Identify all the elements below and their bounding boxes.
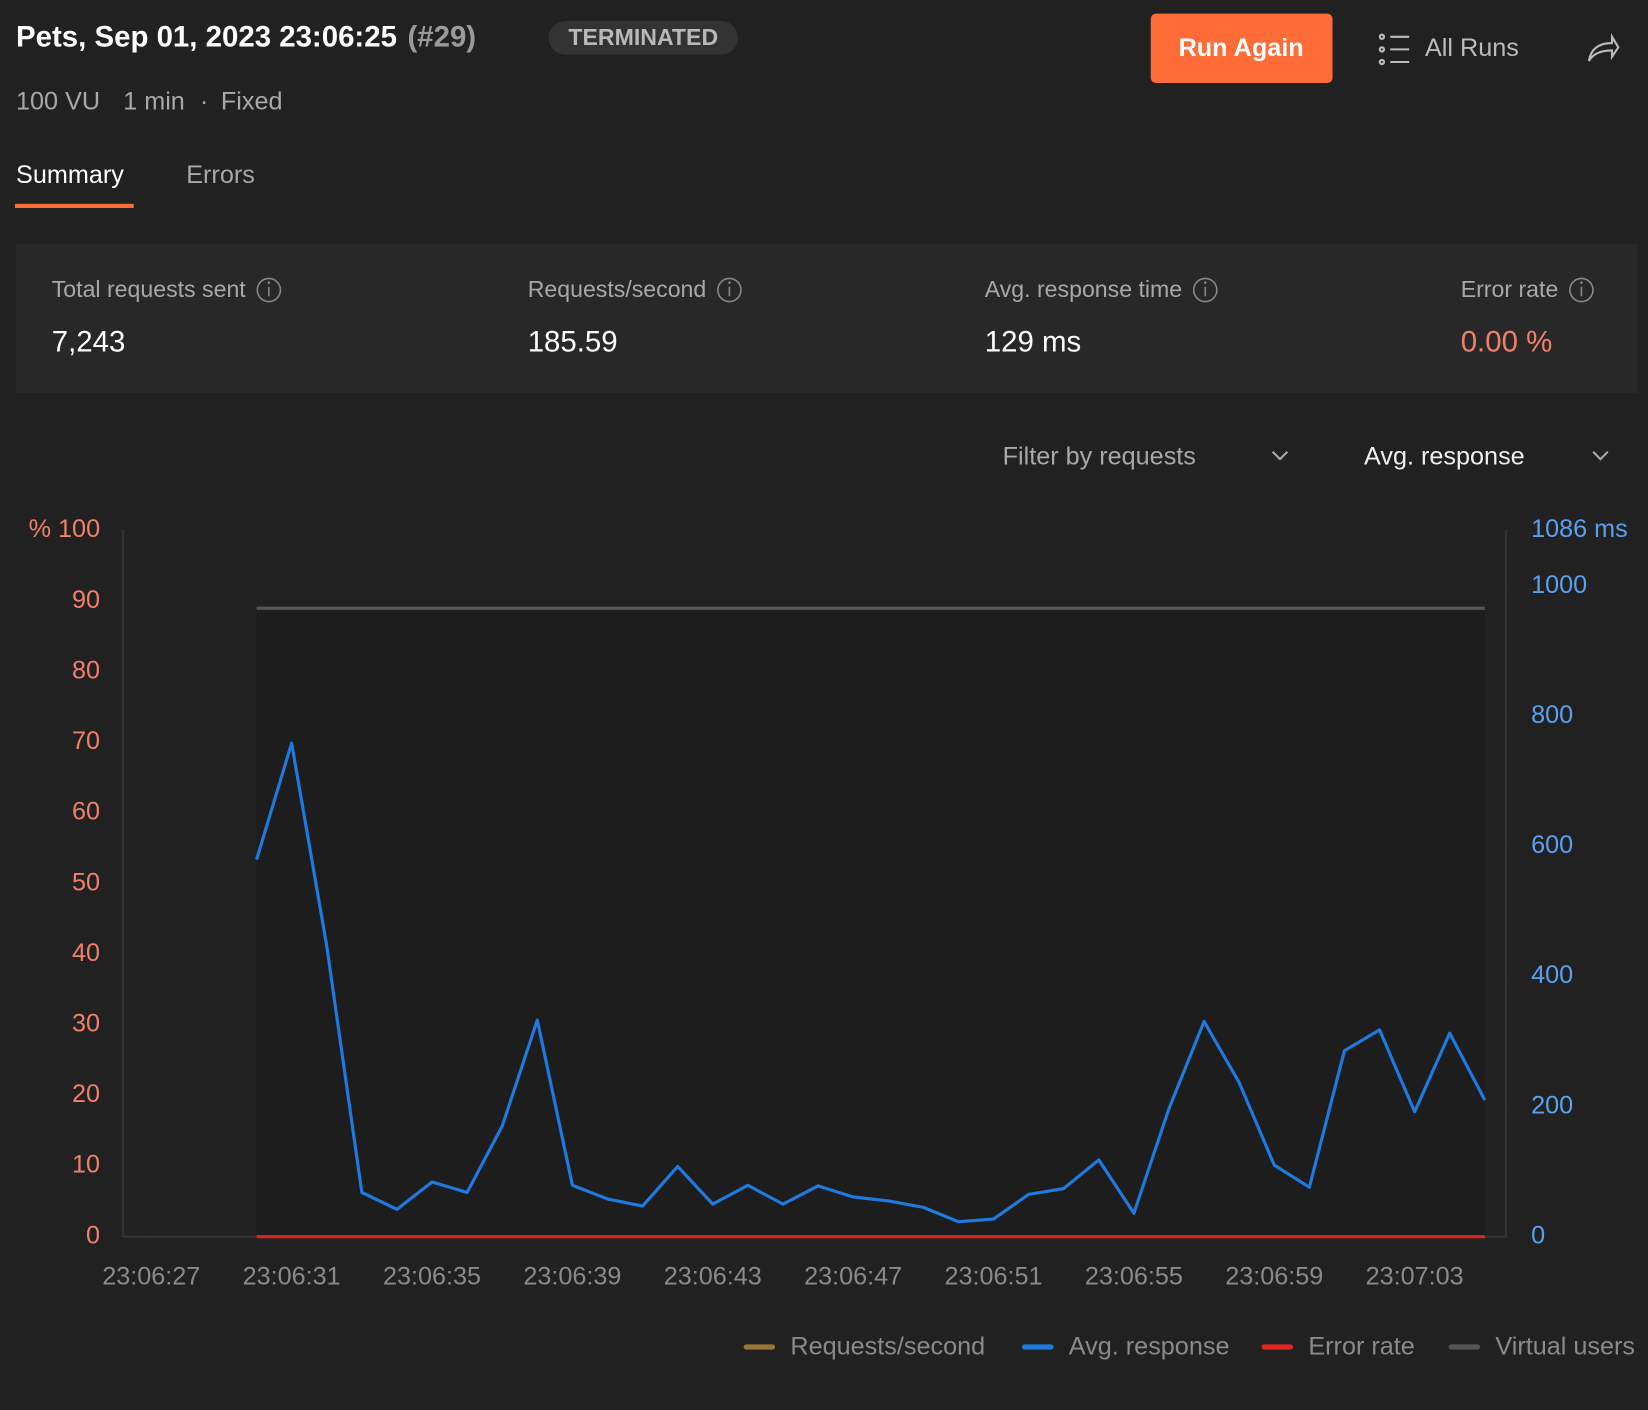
chevron[interactable]: [1592, 451, 1609, 461]
stat-label: Avg. response time: [985, 276, 1182, 302]
info-icon: [728, 281, 731, 284]
info-icon: [1203, 281, 1207, 284]
legend-label: Error rate: [1308, 1333, 1414, 1361]
series-line: [255, 741, 1487, 1224]
x-tick-label: 23:06:47: [804, 1262, 902, 1290]
info-icon: [1569, 277, 1594, 303]
y2-tick-label: 0: [1531, 1221, 1545, 1249]
legend-label: Requests/second: [790, 1333, 985, 1361]
x-tick-label: 23:06:59: [1225, 1262, 1323, 1290]
tab-errors[interactable]: Errors: [186, 161, 255, 189]
stat-label: Total requests sent: [52, 276, 247, 302]
info-icon: [267, 281, 271, 284]
legend-label: Avg. response: [1069, 1333, 1230, 1361]
stat-value: 129 ms: [985, 325, 1081, 358]
y-tick-label: 0: [86, 1221, 100, 1249]
meta-duration: 1 min: [123, 88, 185, 116]
x-tick-label: 23:06:27: [102, 1262, 200, 1290]
list-icon[interactable]: [1378, 33, 1410, 66]
stat-value: 185.59: [528, 325, 618, 358]
y-tick-label: 60: [72, 798, 100, 826]
stat-label: Requests/second: [528, 276, 707, 302]
filter-requests[interactable]: Filter by requests: [1003, 443, 1196, 471]
y-tick-label: 80: [72, 656, 100, 684]
legend-label: Virtual users: [1495, 1333, 1635, 1361]
info-icon: [1192, 277, 1218, 303]
x-tick-label: 23:06:55: [1085, 1262, 1183, 1290]
run-again-button[interactable]: [1150, 13, 1333, 84]
run-again-label[interactable]: Run Again: [1179, 34, 1304, 62]
stat-label: Error rate: [1461, 276, 1559, 302]
y-tick-label: 30: [72, 1009, 100, 1037]
stat-value: 7,243: [52, 325, 126, 358]
y2-tick-label: 1000: [1531, 571, 1587, 599]
filter-metric[interactable]: Avg. response: [1364, 443, 1525, 471]
x-tick-label: 23:06:39: [523, 1262, 621, 1290]
status-badge: [548, 21, 738, 55]
y2-tick-label: 1086 ms: [1531, 515, 1628, 543]
meta-mode: Fixed: [221, 88, 283, 116]
x-tick-label: 23:06:51: [944, 1262, 1042, 1290]
y-tick-label: % 100: [29, 515, 100, 543]
chevron[interactable]: [1271, 451, 1289, 461]
info-icon: [256, 277, 282, 303]
share-icon[interactable]: [1587, 32, 1620, 62]
meta-separator: ·: [200, 88, 208, 116]
info-icon: [1580, 281, 1583, 284]
y2-tick-label: 400: [1531, 961, 1573, 989]
y2-tick-label: 600: [1531, 831, 1573, 859]
y-tick-label: 70: [72, 727, 100, 755]
x-tick-label: 23:06:43: [664, 1262, 762, 1290]
tab-underline: [14, 203, 134, 209]
y2-tick-label: 800: [1531, 701, 1573, 729]
tab-summary[interactable]: Summary: [16, 161, 124, 189]
meta-vu: 100 VU: [16, 88, 100, 116]
y-tick-label: 40: [72, 939, 100, 967]
x-tick-label: 23:07:03: [1366, 1262, 1464, 1290]
area: [256, 608, 1485, 1237]
y-tick-label: 50: [72, 868, 100, 896]
x-tick-label: 23:06:35: [383, 1262, 481, 1290]
all-runs[interactable]: All Runs: [1425, 34, 1519, 62]
y-tick-label: 10: [72, 1151, 100, 1179]
run-title: Pets, Sep 01, 2023 23:06:25: [16, 21, 397, 54]
x-tick-label: 23:06:31: [243, 1262, 341, 1290]
status: TERMINATED: [568, 24, 718, 50]
stats-panel: [16, 243, 1638, 393]
y2-tick-label: 200: [1531, 1091, 1573, 1119]
y-tick-label: 90: [72, 586, 100, 614]
run-number: (#29): [407, 21, 476, 54]
info-icon: [717, 277, 742, 303]
y-tick-label: 20: [72, 1080, 100, 1108]
stat-value: 0.00 %: [1461, 325, 1553, 358]
